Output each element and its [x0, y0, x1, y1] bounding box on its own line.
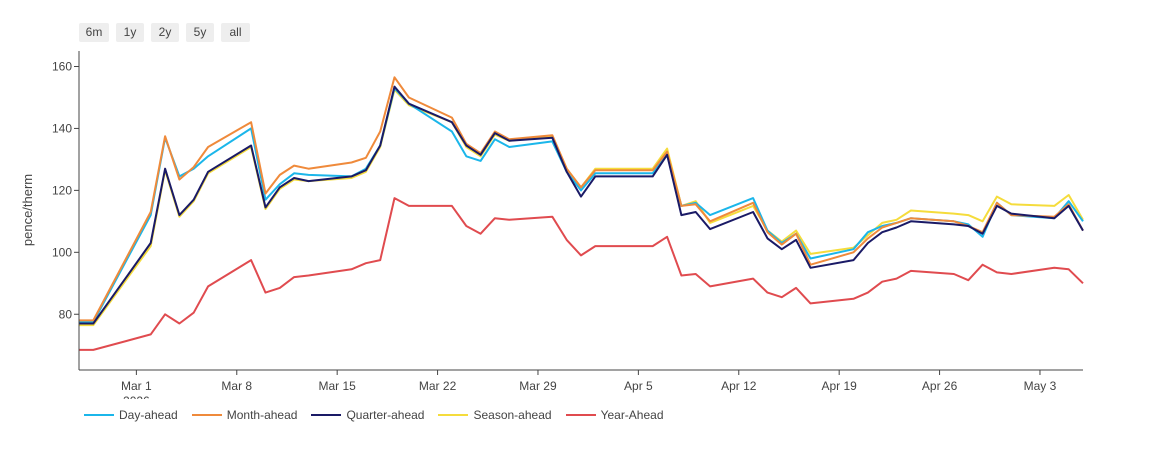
x-tick-label: Mar 8: [221, 379, 252, 393]
y-tick-label: 160: [52, 59, 72, 73]
range-button-5y[interactable]: 5y: [186, 23, 214, 42]
series-line-season-ahead[interactable]: [79, 88, 1084, 327]
x-tick-label: Mar 22: [419, 379, 457, 393]
legend-item-season-ahead[interactable]: Season-ahead: [438, 408, 552, 422]
chart-legend: Day-ahead Month-ahead Quarter-ahead Season-…: [84, 408, 664, 422]
y-tick-label: 100: [52, 245, 72, 259]
x-tick-label: Mar 29: [519, 379, 557, 393]
legend-item-year-ahead[interactable]: Year-Ahead: [565, 408, 664, 422]
x-tick-label: Apr 12: [721, 379, 757, 393]
x-tick-label: Mar 15: [318, 379, 356, 393]
legend-swatch: [311, 414, 342, 416]
series-line-day-ahead[interactable]: [79, 87, 1084, 323]
y-tick-label: 140: [52, 121, 72, 135]
legend-item-day-ahead[interactable]: Day-ahead: [84, 408, 178, 422]
x-tick-label: Apr 19: [821, 379, 857, 393]
range-selector: 6m 1y 2y 5y all: [79, 23, 250, 42]
legend-swatch: [565, 414, 596, 416]
legend-label: Month-ahead: [226, 408, 298, 422]
range-button-1y[interactable]: 1y: [116, 23, 144, 42]
range-button-6m[interactable]: 6m: [79, 23, 109, 42]
y-tick-label: 120: [52, 183, 72, 197]
x-tick-label: Apr 5: [624, 379, 653, 393]
series-line-quarter-ahead[interactable]: [79, 85, 1084, 325]
x-year-label: 2026: [123, 394, 150, 408]
x-tick-label: Mar 1: [121, 379, 152, 393]
x-tick-label: Apr 26: [922, 379, 958, 393]
chart-series: [79, 76, 1084, 351]
y-tick-label: 80: [59, 307, 73, 321]
legend-item-quarter-ahead[interactable]: Quarter-ahead: [311, 408, 424, 422]
series-line-month-ahead[interactable]: [79, 76, 1084, 322]
x-tick-label: May 3: [1024, 379, 1057, 393]
chart-axes: 80 100 120 140 160 Mar 1 Mar 8 Mar 15 Mar 22 Mar …: [52, 51, 1083, 408]
legend-label: Quarter-ahead: [346, 408, 425, 422]
legend-label: Year-Ahead: [600, 408, 664, 422]
legend-swatch: [191, 414, 222, 416]
range-button-all[interactable]: all: [221, 23, 250, 42]
legend-item-month-ahead[interactable]: Month-ahead: [191, 408, 298, 422]
range-button-2y[interactable]: 2y: [151, 23, 179, 42]
legend-label: Day-ahead: [119, 408, 178, 422]
series-line-year-ahead[interactable]: [79, 197, 1084, 351]
legend-swatch: [84, 414, 114, 416]
y-axis-title: pence/therm: [20, 174, 35, 246]
legend-swatch: [438, 414, 469, 416]
legend-label: Season-ahead: [473, 408, 552, 422]
